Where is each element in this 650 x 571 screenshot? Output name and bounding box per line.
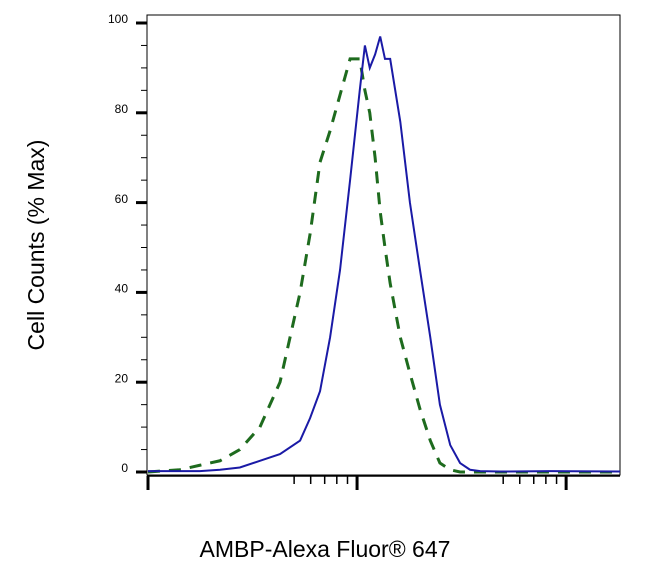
y-axis-title: Cell Counts (% Max) xyxy=(23,140,49,351)
histogram-line xyxy=(148,36,621,473)
y-tick-label: 20 xyxy=(115,371,129,385)
plot-frame xyxy=(146,14,621,476)
histogram-line xyxy=(147,57,620,474)
y-tick-label: 60 xyxy=(115,192,129,206)
y-tick-label: 100 xyxy=(108,12,128,26)
y-tick-label: 80 xyxy=(115,102,129,116)
y-tick-label: 0 xyxy=(121,461,128,475)
y-tick-label: 40 xyxy=(115,282,129,296)
x-axis-title: AMBP-Alexa Fluor® 647 xyxy=(200,536,451,562)
